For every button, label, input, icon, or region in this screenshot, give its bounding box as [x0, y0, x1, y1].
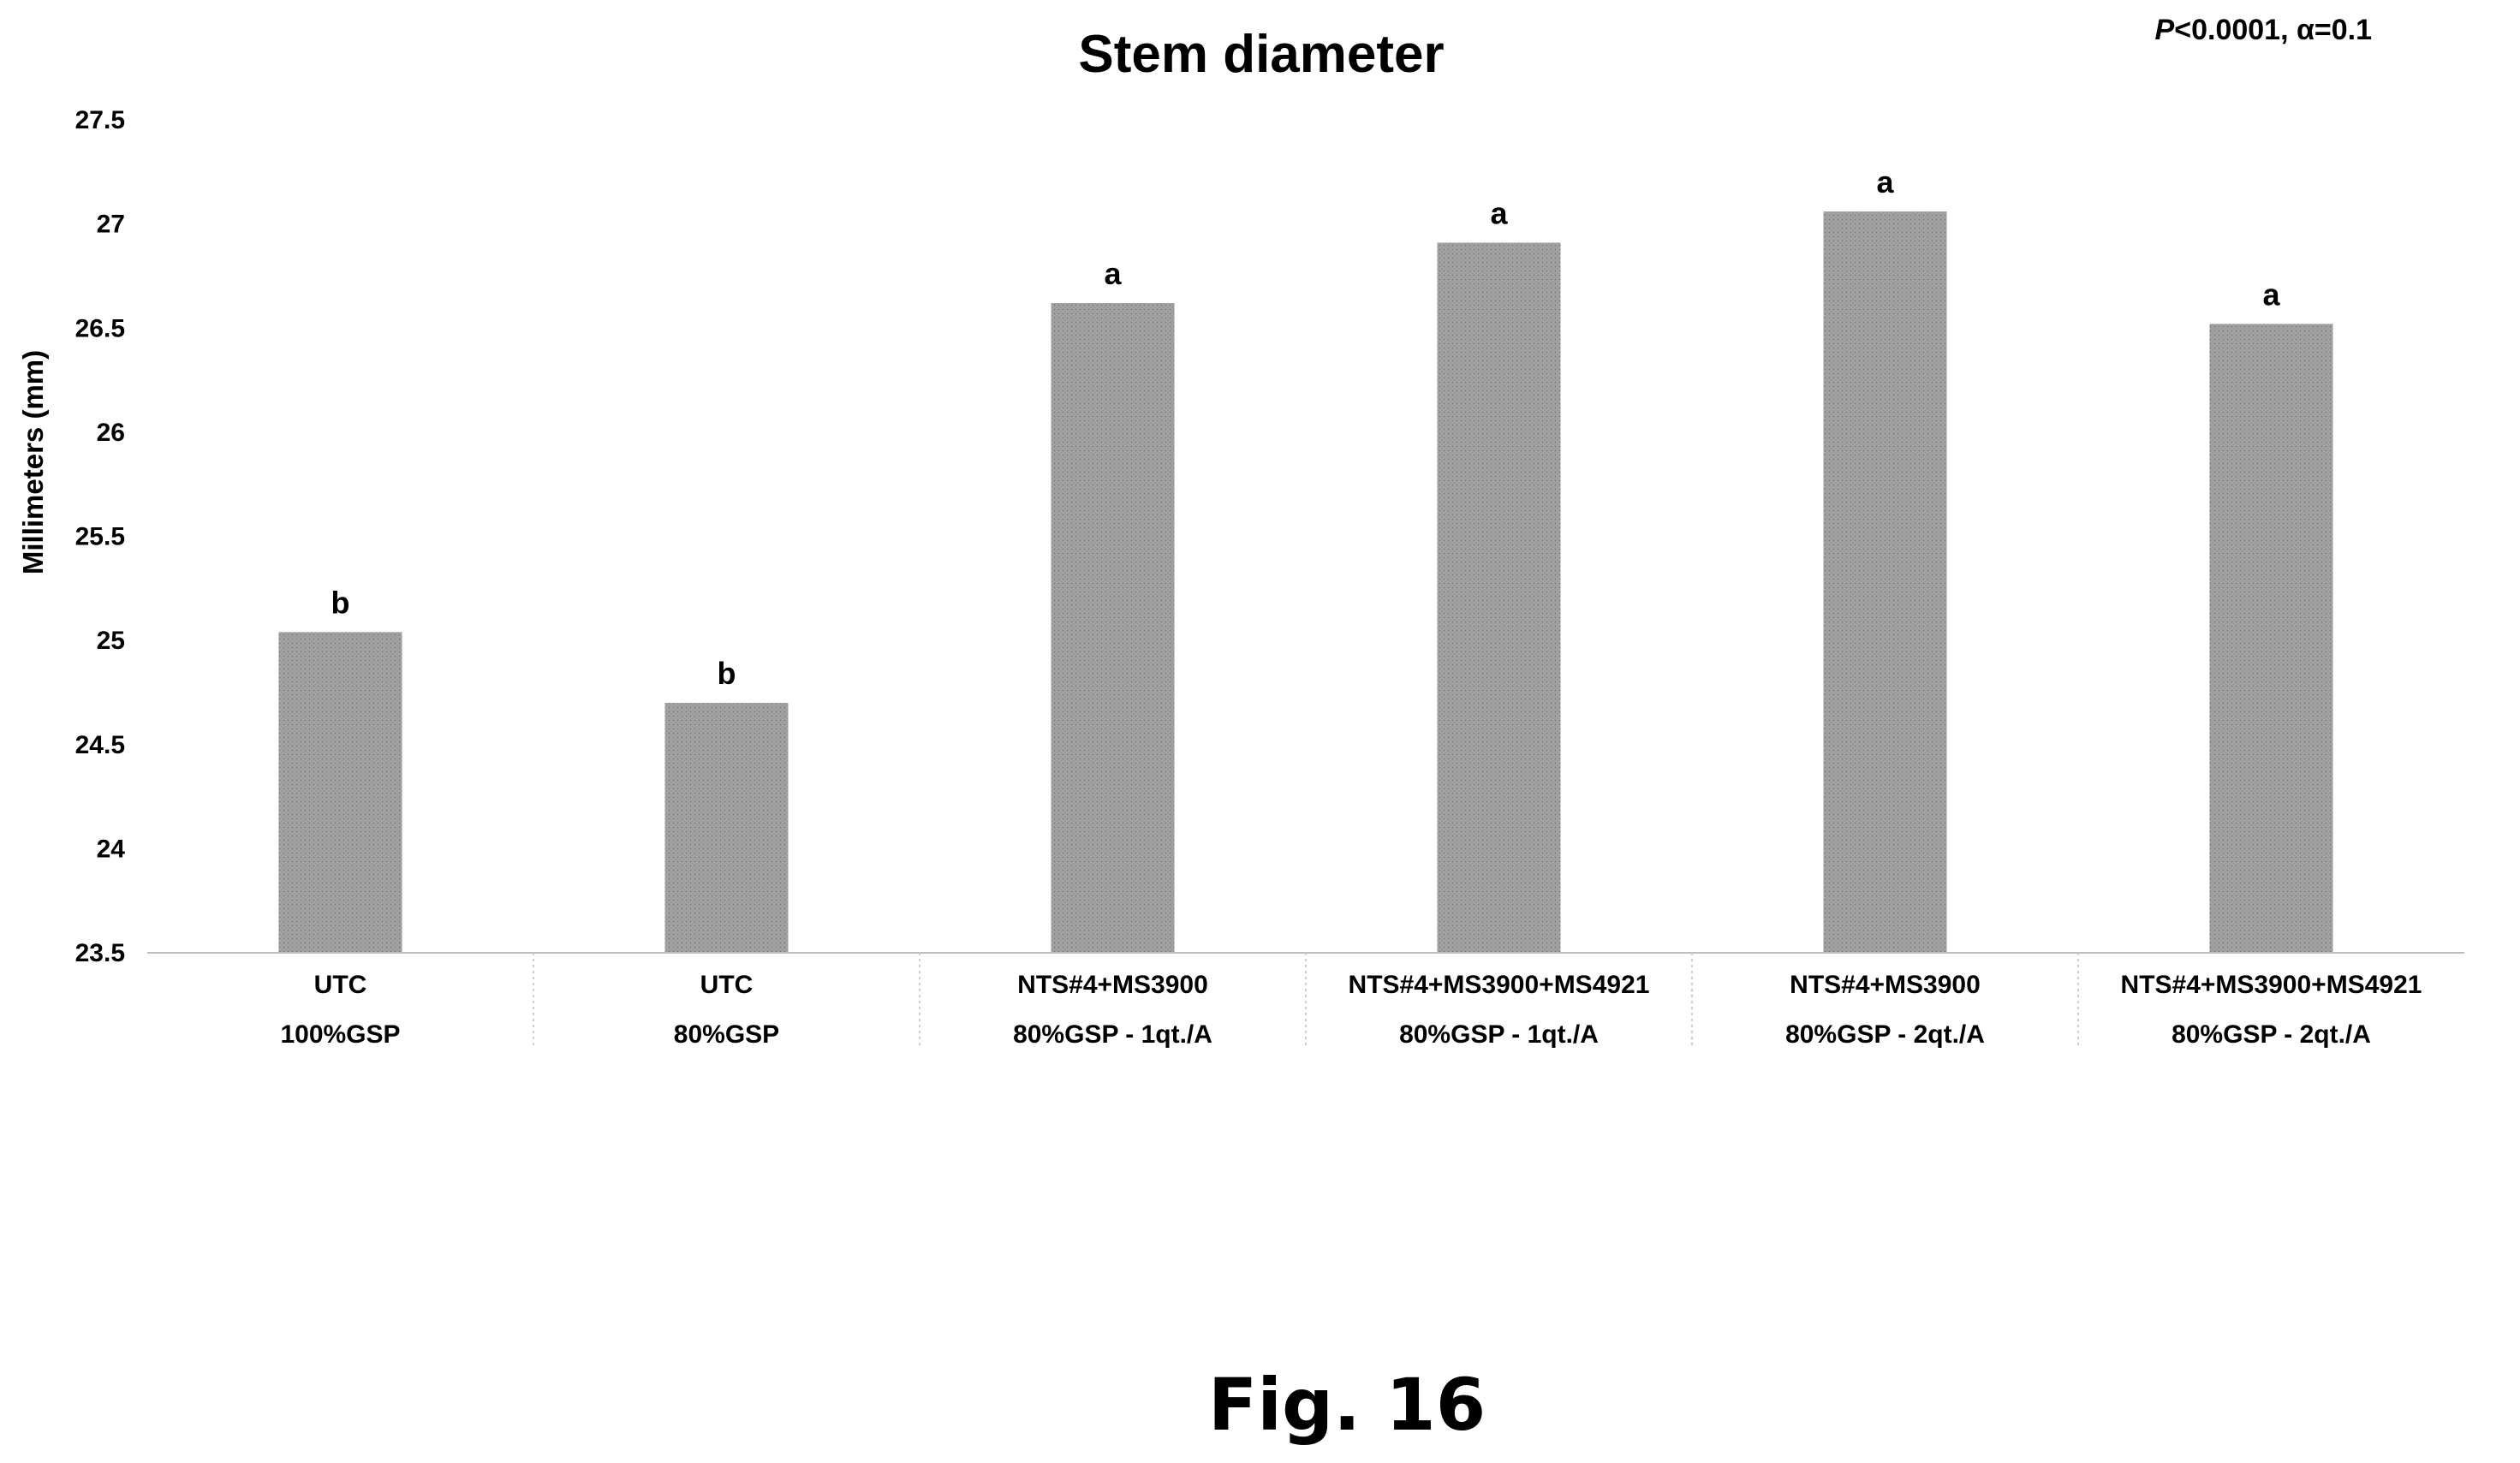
x-category-label-line2: 80%GSP	[674, 1020, 779, 1049]
stat-annotation: P<0.0001, α=0.1	[2155, 14, 2372, 46]
x-category-label-line2: 80%GSP - 1qt./A	[1013, 1020, 1212, 1049]
y-tick-label: 26	[97, 419, 125, 447]
x-category-label-line1: UTC	[700, 971, 754, 999]
bar	[1437, 242, 1561, 954]
x-category-label-line2: 80%GSP - 1qt./A	[1399, 1020, 1599, 1049]
bars	[278, 211, 2333, 954]
y-tick-label: 23.5	[75, 939, 125, 967]
bar	[664, 703, 789, 953]
significance-labels: b b a a a a	[331, 164, 2281, 691]
bar	[1823, 211, 1947, 953]
x-category-label-line1: NTS#4+MS3900+MS4921	[2121, 971, 2422, 999]
bar	[1051, 303, 1175, 953]
y-tick-label: 25.5	[75, 523, 125, 551]
significance-letter: a	[1490, 196, 1508, 231]
stat-p-symbol: P	[2155, 14, 2175, 46]
y-tick-label: 27.5	[75, 106, 125, 134]
y-tick-label: 24	[97, 835, 126, 863]
y-tick-label: 26.5	[75, 314, 125, 342]
y-tick-label: 25	[97, 627, 125, 655]
stat-p-value: <0.0001, α=0.1	[2174, 14, 2372, 46]
x-category-label-line1: NTS#4+MS3900	[1017, 971, 1208, 999]
chart-title: Stem diameter	[1078, 25, 1444, 84]
x-category-label-line2: 100%GSP	[280, 1020, 400, 1049]
y-axis-label: Millimeters (mm)	[17, 350, 49, 574]
y-tick-label: 24.5	[75, 731, 125, 759]
y-axis-ticks: 23.5 24 24.5 25 25.5 26 26.5 27 27.5	[75, 106, 126, 967]
figure-label: Fig. 16	[1208, 1363, 1486, 1447]
x-category-label-line1: NTS#4+MS3900+MS4921	[1349, 971, 1650, 999]
y-tick-label: 27	[97, 211, 125, 239]
significance-letter: b	[331, 585, 350, 620]
significance-letter: a	[1104, 256, 1122, 291]
x-category-label-line2: 80%GSP - 2qt./A	[1785, 1020, 1985, 1049]
bar	[278, 632, 402, 953]
significance-letter: a	[2262, 277, 2280, 312]
significance-letter: b	[718, 656, 736, 691]
significance-letter: a	[1876, 164, 1894, 199]
x-axis-category-labels: UTC 100%GSP UTC 80%GSP NTS#4+MS3900 80%GSP - …	[280, 971, 2422, 1049]
x-category-label-line1: NTS#4+MS3900	[1790, 971, 1981, 999]
bar	[2209, 324, 2333, 953]
category-dividers	[533, 953, 2079, 1049]
x-category-label-line2: 80%GSP - 2qt./A	[2171, 1020, 2371, 1049]
x-category-label-line1: UTC	[314, 971, 367, 999]
